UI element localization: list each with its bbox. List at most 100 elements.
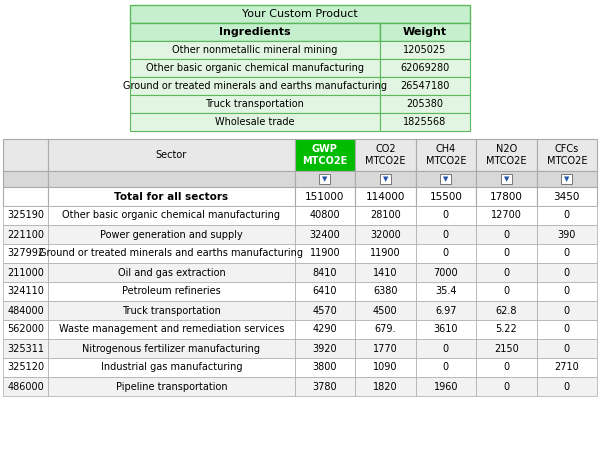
Text: 0: 0 <box>503 381 509 392</box>
Bar <box>3 301 49 320</box>
Bar <box>49 377 295 396</box>
Text: Total for all sectors: Total for all sectors <box>115 191 229 202</box>
Bar <box>536 339 597 358</box>
Bar <box>416 206 476 225</box>
Bar <box>355 320 416 339</box>
Text: 32400: 32400 <box>310 229 340 240</box>
Bar <box>355 358 416 377</box>
Text: 11900: 11900 <box>370 249 401 258</box>
Text: 486000: 486000 <box>7 381 44 392</box>
Bar <box>476 139 536 171</box>
Bar <box>355 301 416 320</box>
Text: 562000: 562000 <box>7 324 44 335</box>
Text: 1820: 1820 <box>373 381 398 392</box>
Bar <box>380 59 470 77</box>
Bar <box>536 320 597 339</box>
Bar <box>380 41 470 59</box>
Bar <box>355 139 416 171</box>
Text: 3800: 3800 <box>313 363 337 373</box>
Text: 26547180: 26547180 <box>400 81 449 91</box>
Text: 0: 0 <box>443 229 449 240</box>
Bar <box>3 244 49 263</box>
Bar <box>355 187 416 206</box>
Bar <box>536 171 597 187</box>
Bar <box>355 282 416 301</box>
Bar <box>536 139 597 171</box>
Bar <box>3 171 49 187</box>
Text: Industrial gas manufacturing: Industrial gas manufacturing <box>101 363 242 373</box>
Text: 7000: 7000 <box>433 268 458 278</box>
Text: 1090: 1090 <box>373 363 398 373</box>
Bar <box>416 263 476 282</box>
Text: 0: 0 <box>563 381 570 392</box>
Bar <box>319 174 331 184</box>
Text: Truck transportation: Truck transportation <box>122 306 221 315</box>
Text: ▼: ▼ <box>564 176 569 182</box>
Bar <box>130 77 380 95</box>
Text: 11900: 11900 <box>310 249 340 258</box>
Text: Weight: Weight <box>403 27 447 37</box>
Text: 6.97: 6.97 <box>435 306 457 315</box>
Bar <box>476 339 536 358</box>
Bar <box>49 225 295 244</box>
Text: 0: 0 <box>443 211 449 220</box>
Bar <box>476 320 536 339</box>
Text: 211000: 211000 <box>7 268 44 278</box>
Text: Pipeline transportation: Pipeline transportation <box>116 381 227 392</box>
Bar <box>355 377 416 396</box>
Text: CFCs
MTCO2E: CFCs MTCO2E <box>547 144 587 166</box>
Text: 390: 390 <box>557 229 576 240</box>
Text: 15500: 15500 <box>430 191 462 202</box>
Text: 0: 0 <box>503 286 509 297</box>
Bar <box>3 377 49 396</box>
Bar <box>3 187 49 206</box>
Text: 1770: 1770 <box>373 344 398 353</box>
Text: 0: 0 <box>563 324 570 335</box>
Text: 35.4: 35.4 <box>435 286 457 297</box>
Text: ▼: ▼ <box>443 176 448 182</box>
Text: 6380: 6380 <box>373 286 398 297</box>
Text: 325190: 325190 <box>7 211 44 220</box>
Bar <box>416 225 476 244</box>
Text: CH4
MTCO2E: CH4 MTCO2E <box>425 144 466 166</box>
Bar <box>49 282 295 301</box>
Bar <box>416 301 476 320</box>
Bar <box>3 358 49 377</box>
Bar <box>380 23 470 41</box>
Bar <box>49 171 295 187</box>
Text: Other basic organic chemical manufacturing: Other basic organic chemical manufacturi… <box>62 211 280 220</box>
Bar <box>49 139 295 171</box>
Bar <box>355 206 416 225</box>
Bar <box>416 377 476 396</box>
Bar <box>536 225 597 244</box>
Text: 679.: 679. <box>374 324 396 335</box>
Bar <box>49 358 295 377</box>
Bar <box>3 339 49 358</box>
Bar <box>380 77 470 95</box>
Bar <box>476 187 536 206</box>
Text: 5.22: 5.22 <box>496 324 517 335</box>
Bar <box>295 225 355 244</box>
Text: Waste management and remediation services: Waste management and remediation service… <box>59 324 284 335</box>
Bar <box>3 206 49 225</box>
Text: 0: 0 <box>443 344 449 353</box>
Text: 0: 0 <box>563 286 570 297</box>
Bar <box>49 187 295 206</box>
Text: 2150: 2150 <box>494 344 518 353</box>
Text: 325311: 325311 <box>7 344 44 353</box>
Bar <box>295 187 355 206</box>
Text: 4290: 4290 <box>313 324 337 335</box>
Bar <box>476 358 536 377</box>
Bar <box>49 320 295 339</box>
Bar <box>440 174 451 184</box>
Text: ▼: ▼ <box>383 176 388 182</box>
Text: 325120: 325120 <box>7 363 44 373</box>
Text: 3780: 3780 <box>313 381 337 392</box>
Bar <box>380 95 470 113</box>
Text: Power generation and supply: Power generation and supply <box>100 229 243 240</box>
Bar <box>536 282 597 301</box>
Bar <box>380 174 391 184</box>
Bar <box>295 377 355 396</box>
Bar <box>3 225 49 244</box>
Text: ▼: ▼ <box>322 176 328 182</box>
